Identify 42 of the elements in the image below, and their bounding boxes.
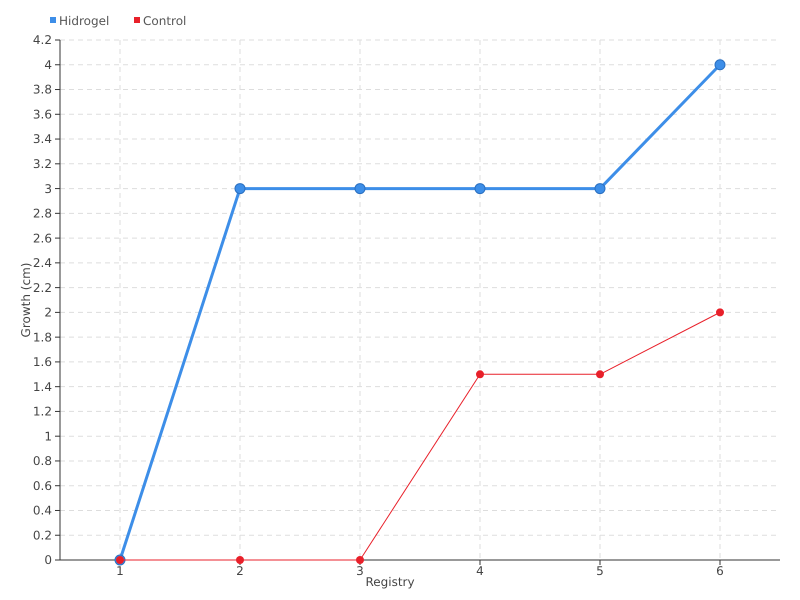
x-tick-label: 1 <box>116 564 124 578</box>
y-tick-label: 3.4 <box>32 132 52 146</box>
point <box>596 370 604 378</box>
y-tick-label: 4.2 <box>32 33 52 48</box>
y-tick-label: 2.4 <box>32 256 52 270</box>
x-tick-label: 4 <box>476 564 484 578</box>
y-tick-label: 3.6 <box>32 107 52 122</box>
y-tick-label: 1.2 <box>32 404 52 419</box>
y-tick-label: 4 <box>44 58 52 72</box>
point <box>716 308 724 316</box>
y-tick-label: 0.4 <box>32 504 52 518</box>
y-tick-label: 0 <box>44 553 52 568</box>
y-axis-title: Growth (cm) <box>19 262 33 338</box>
y-tick-label: 2.8 <box>32 206 52 221</box>
x-tick-label: 6 <box>716 564 724 578</box>
legend-label: Hidrogel <box>59 14 110 28</box>
point <box>594 183 606 194</box>
legend-label: Control <box>143 14 186 28</box>
point <box>476 370 484 378</box>
y-tick-label: 1.6 <box>32 355 52 370</box>
y-tick-label: 0.8 <box>32 454 52 468</box>
y-tick-label: 3.8 <box>32 82 52 97</box>
y-tick-label: 2.2 <box>32 280 52 295</box>
y-tick-label: 1.8 <box>32 330 52 344</box>
x-tick-label: 3 <box>356 564 364 578</box>
y-tick-label: 0.6 <box>32 478 52 493</box>
point <box>236 556 244 564</box>
y-tick-label: 2 <box>44 306 52 320</box>
y-tick-label: 1 <box>44 429 52 444</box>
y-tick-label: 3 <box>44 182 52 196</box>
x-tick-label: 5 <box>596 564 604 578</box>
point <box>356 556 364 564</box>
point <box>474 183 486 194</box>
y-tick-label: 1.4 <box>32 380 52 394</box>
y-tick-label: 0.2 <box>32 528 52 542</box>
x-tick-label: 2 <box>236 564 244 578</box>
x-axis-title: Registry <box>365 575 415 589</box>
y-tick-label: 3.2 <box>32 157 52 172</box>
point <box>354 183 366 194</box>
point <box>714 59 726 70</box>
y-tick-label: 2.6 <box>32 231 52 246</box>
point <box>234 183 246 194</box>
